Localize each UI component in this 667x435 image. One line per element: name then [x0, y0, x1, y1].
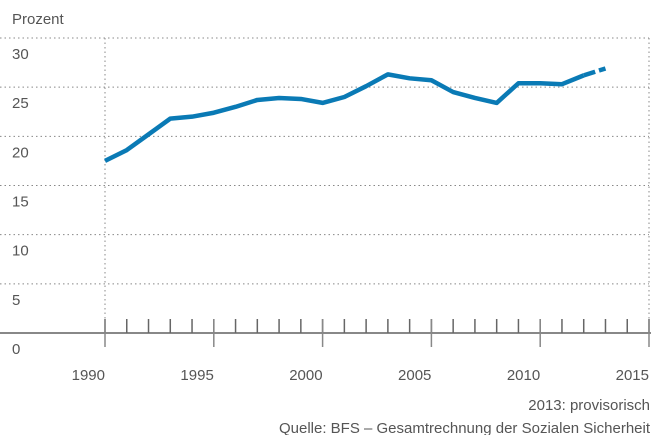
- line-provisional: [583, 66, 607, 78]
- x-tick-label: 1995: [180, 367, 213, 384]
- x-tick-label: 2015: [616, 367, 649, 384]
- y-tick-label: 0: [12, 341, 20, 358]
- y-tick-label: 30: [12, 46, 29, 63]
- y-tick-label: 10: [12, 243, 29, 260]
- y-tick-label: 5: [12, 292, 20, 309]
- source: Quelle: BFS – Gesamtrechnung der Soziale…: [279, 420, 651, 435]
- y-tick-label: 20: [12, 144, 29, 161]
- x-tick-label: 1990: [72, 367, 105, 384]
- line: [103, 72, 585, 163]
- y-tick-label: 15: [12, 193, 29, 210]
- note: 2013: provisorisch: [528, 397, 650, 414]
- y-tick-label: 25: [12, 95, 29, 112]
- x-tick-label: 2005: [398, 367, 431, 384]
- y-unit-label: Prozent: [12, 11, 65, 28]
- x-tick-label: 2010: [507, 367, 540, 384]
- x-tick-label: 2000: [289, 367, 322, 384]
